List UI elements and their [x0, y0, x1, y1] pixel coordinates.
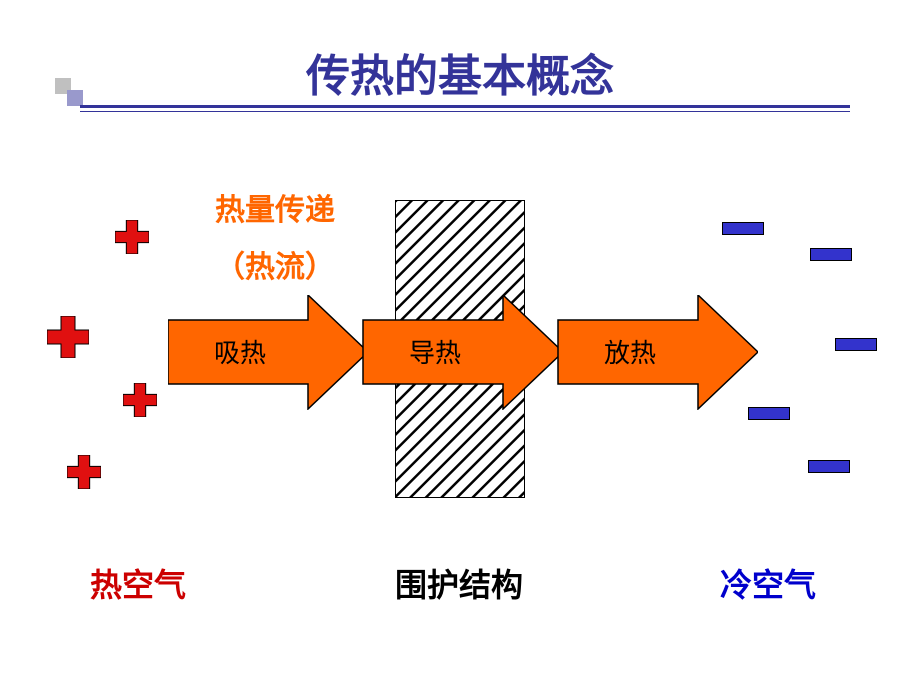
- subtitle-line1: 热量传递: [215, 185, 335, 229]
- label-cold-air: 冷空气: [720, 560, 816, 606]
- subtitle-line2: （热流）: [215, 242, 335, 286]
- arrow-label-3: 放热: [604, 339, 656, 368]
- label-wall: 围护结构: [395, 560, 523, 606]
- label-hot-air: 热空气: [90, 560, 186, 606]
- title-underline: [80, 105, 850, 112]
- arrow-label-1: 吸热: [214, 339, 266, 368]
- arrow-conduct: 导热: [363, 295, 563, 409]
- page-title: 传热的基本概念: [306, 52, 614, 101]
- plus-icon: [123, 383, 157, 417]
- arrow-label-2: 导热: [409, 339, 461, 368]
- arrow-absorb: 吸热: [168, 295, 368, 409]
- minus-icon: [835, 338, 877, 351]
- minus-icon: [722, 222, 764, 235]
- title-container: 传热的基本概念: [0, 40, 920, 104]
- plus-icon: [67, 455, 101, 489]
- arrow-release: 放热: [558, 295, 758, 409]
- plus-icon: [115, 220, 149, 254]
- plus-icon: [47, 316, 89, 358]
- minus-icon: [808, 460, 850, 473]
- arrow-flow: 吸热 导热 放热: [168, 295, 758, 415]
- minus-icon: [810, 248, 852, 261]
